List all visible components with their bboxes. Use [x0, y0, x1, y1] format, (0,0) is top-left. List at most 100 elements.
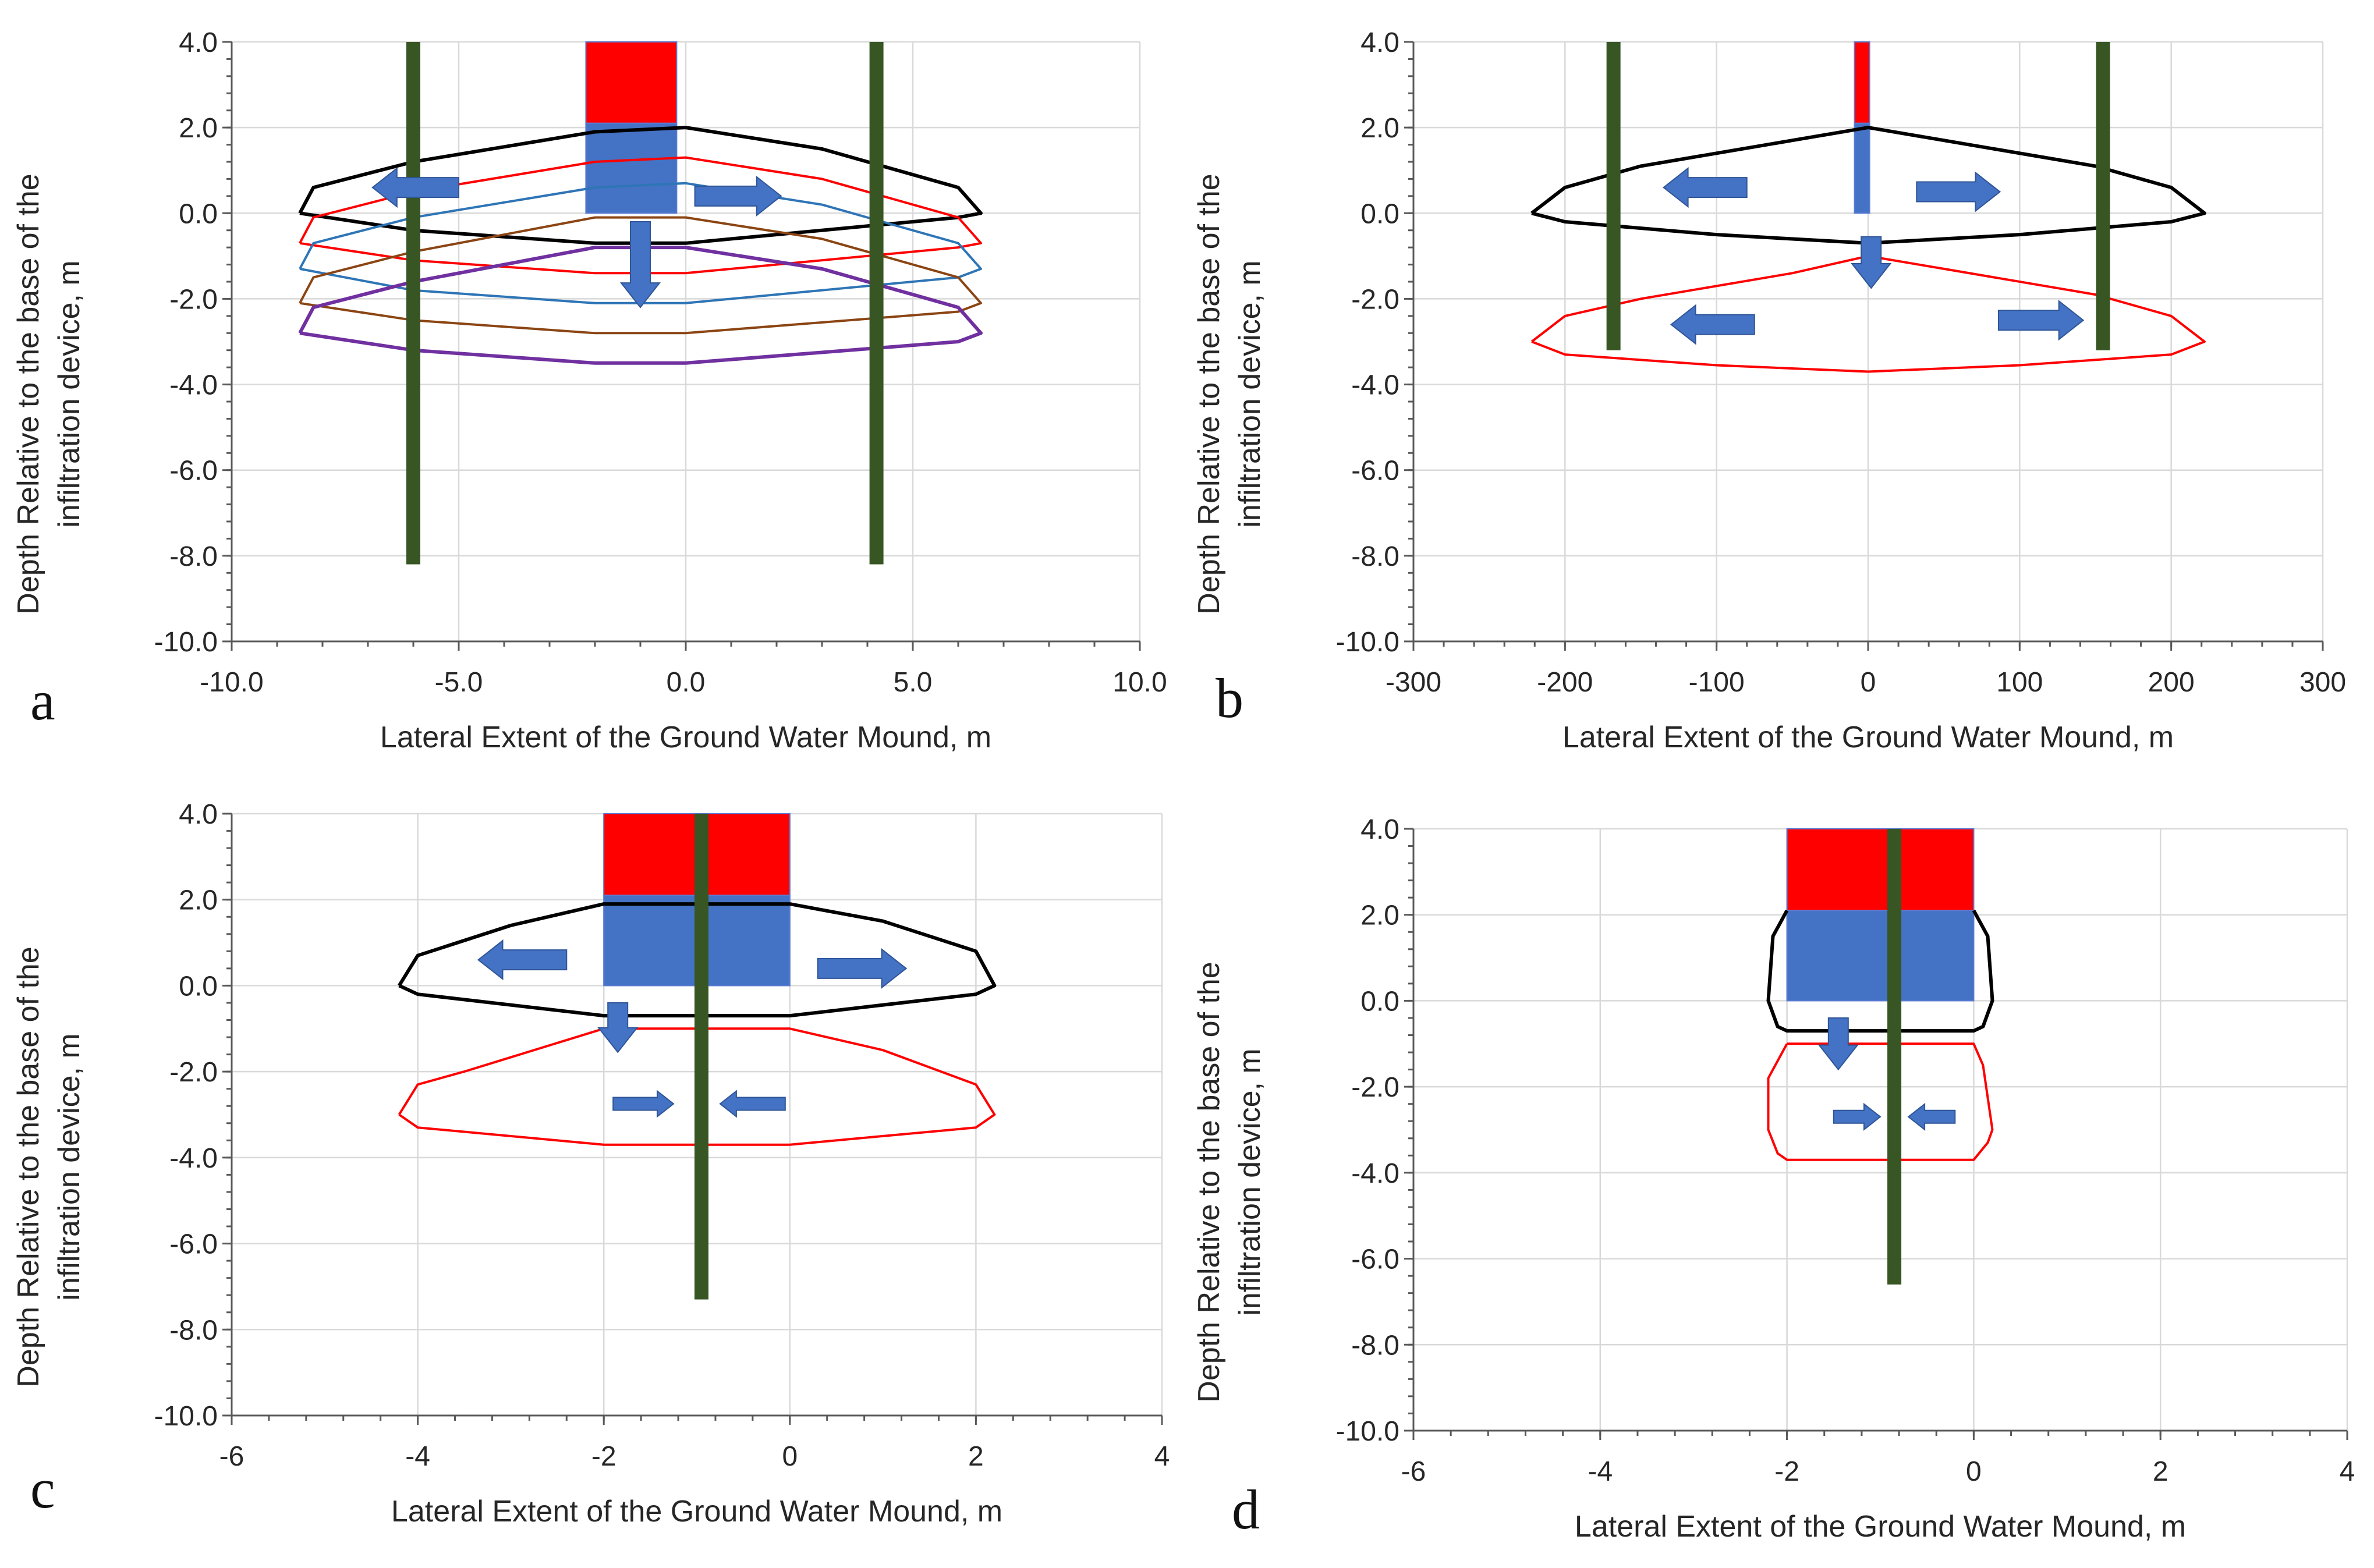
y-tick-label: 0.0: [179, 971, 218, 1002]
panel-label-c: c: [30, 1457, 55, 1520]
y-tick-label: -8.0: [1351, 541, 1399, 572]
x-tick-label: -2: [591, 1441, 616, 1472]
y-tick-label: -6.0: [169, 1229, 218, 1260]
x-tick-label: 0: [1966, 1456, 1982, 1487]
y-tick-label: -4.0: [169, 370, 218, 401]
x-tick-label: 0.0: [667, 667, 706, 698]
flow-arrow-down: [1817, 1017, 1859, 1071]
x-tick-label: 0: [782, 1441, 798, 1472]
monitoring-well-1: [1606, 42, 1621, 350]
y-axis-label-line-2: infiltration device, m: [52, 1033, 86, 1301]
y-tick-label: -10.0: [1336, 627, 1399, 658]
x-tick-label: 200: [2148, 667, 2195, 698]
flow-arrow-left: [477, 939, 568, 981]
monitoring-well-1: [694, 814, 708, 1300]
panel-d: 4.0 2.0 0.0 -2.0 -4.0 -6.0 -8.0 -10.0-6 -4 -2 0 2 4 L…: [1192, 814, 2355, 1544]
infiltration-device-bottom: [1786, 910, 1975, 1002]
y-axis-label-line-1: Depth Relative to the base of the: [12, 946, 45, 1387]
x-tick-label: -4: [1588, 1456, 1613, 1487]
y-tick-label: -10.0: [154, 1401, 218, 1432]
y-tick-label: -6.0: [1351, 456, 1399, 487]
x-tick-label: 0: [1861, 667, 1876, 698]
y-tick-label: 0.0: [1360, 986, 1399, 1017]
x-tick-label: 4: [2340, 1456, 2355, 1487]
panel-label-b: b: [1216, 667, 1243, 729]
panel-label-d: d: [1232, 1478, 1260, 1541]
x-tick-label: -6: [219, 1441, 245, 1472]
x-axis-label: Lateral Extent of the Ground Water Mound…: [391, 1495, 1002, 1528]
x-tick-label: -4: [405, 1441, 430, 1472]
y-tick-label: -10.0: [1336, 1416, 1399, 1447]
y-tick-label: 4.0: [179, 27, 218, 58]
flow-arrow-down: [1851, 236, 1892, 289]
x-tick-label: 2: [968, 1441, 984, 1472]
monitoring-well-2: [869, 42, 884, 565]
flow-arrow-right: [1833, 1102, 1882, 1131]
x-tick-label: 100: [1996, 667, 2043, 698]
infiltration-device-bottom: [1854, 122, 1870, 214]
y-axis-label-line-1: Depth Relative to the base of the: [12, 173, 45, 614]
monitoring-well-1: [406, 42, 420, 565]
y-tick-label: -4.0: [1351, 370, 1399, 401]
x-axis-label: Lateral Extent of the Ground Water Mound…: [380, 721, 991, 754]
y-tick-label: -4.0: [1351, 1158, 1399, 1189]
flow-arrow-left: [719, 1090, 786, 1118]
monitoring-well-2: [2096, 42, 2110, 350]
infiltration-device-top: [1854, 41, 1870, 124]
y-tick-label: 2.0: [179, 885, 218, 916]
flow-arrow-right: [1916, 171, 2001, 212]
y-tick-label: 4.0: [1360, 814, 1399, 845]
y-axis-label-line-2: infiltration device, m: [1233, 260, 1267, 528]
y-tick-label: 4.0: [179, 799, 218, 830]
panel-label-a: a: [30, 669, 55, 732]
flow-arrow-down: [597, 1002, 639, 1053]
y-tick-label: 2.0: [1360, 900, 1399, 931]
y-tick-label: -2.0: [169, 1057, 218, 1088]
panel-c: 4.0 2.0 0.0 -2.0 -4.0 -6.0 -8.0 -10.0-6 -4 -2 0 2 4 L…: [12, 799, 1170, 1528]
y-tick-label: -8.0: [169, 1315, 218, 1346]
mound-2-outline: [1530, 254, 2206, 373]
flow-arrow-right: [694, 175, 782, 217]
x-tick-label: 2: [2153, 1456, 2169, 1487]
y-axis-label-line-2: infiltration device, m: [52, 260, 86, 528]
monitoring-well-1: [1887, 829, 1902, 1285]
infiltration-device-bottom: [585, 122, 678, 214]
y-tick-label: -10.0: [154, 627, 218, 658]
y-tick-label: 4.0: [1360, 27, 1399, 58]
y-tick-label: -2.0: [1351, 1072, 1399, 1103]
mound-1-outline: [1766, 909, 1994, 1033]
panel-a: 4.0 2.0 0.0 -2.0 -4.0 -6.0 -8.0 -10.0 -10.0 -5.0 0…: [12, 27, 1167, 754]
flow-arrow-left: [1662, 167, 1748, 208]
flow-arrow-right: [817, 948, 908, 989]
x-tick-label: 4: [1154, 1441, 1170, 1472]
panel-b: 4.0 2.0 0.0 -2.0 -4.0 -6.0 -8.0 -10.0 -300 -200 -1…: [1192, 27, 2346, 754]
flow-arrow-left: [371, 167, 459, 208]
infiltration-device-top: [585, 41, 678, 124]
x-axis-label: Lateral Extent of the Ground Water Mound…: [1575, 1510, 2186, 1544]
mound-1-outline: [1530, 126, 2206, 245]
x-tick-label: 10.0: [1112, 667, 1167, 698]
x-tick-label: -2: [1774, 1456, 1799, 1487]
flow-arrow-right: [1997, 300, 2085, 341]
y-axis-label-line-1: Depth Relative to the base of the: [1192, 962, 1226, 1402]
x-tick-label: -5.0: [435, 667, 483, 698]
mound-2-outline: [1767, 1042, 1994, 1161]
x-tick-label: -10.0: [200, 667, 263, 698]
x-tick-label: 300: [2299, 667, 2346, 698]
y-tick-label: -4.0: [169, 1143, 218, 1174]
y-tick-label: 2.0: [1360, 113, 1399, 144]
x-axis-label: Lateral Extent of the Ground Water Mound…: [1562, 721, 2174, 754]
x-tick-label: -300: [1386, 667, 1441, 698]
mound-2-outline: [398, 1027, 996, 1146]
flow-arrow-left: [1907, 1102, 1956, 1131]
mound-1-outline: [398, 902, 997, 1018]
x-tick-label: -100: [1689, 667, 1745, 698]
y-tick-label: 2.0: [179, 113, 218, 144]
y-tick-label: -2.0: [1351, 284, 1399, 315]
y-axis-label-line-2: infiltration device, m: [1233, 1048, 1267, 1316]
y-axis-label-line-1: Depth Relative to the base of the: [1192, 173, 1226, 614]
y-tick-label: -2.0: [169, 284, 218, 315]
y-tick-label: -8.0: [1351, 1330, 1399, 1361]
